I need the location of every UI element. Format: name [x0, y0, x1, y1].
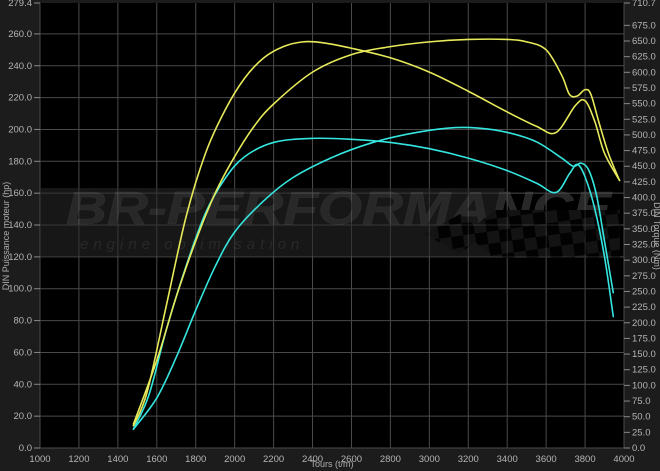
svg-text:200.0: 200.0: [8, 124, 32, 135]
svg-text:2200: 2200: [263, 454, 284, 465]
svg-text:3200: 3200: [458, 454, 479, 465]
svg-text:2000: 2000: [224, 454, 245, 465]
svg-text:175.0: 175.0: [632, 333, 656, 344]
svg-text:50.0: 50.0: [632, 412, 651, 423]
svg-text:650.0: 650.0: [632, 36, 656, 47]
svg-text:150.0: 150.0: [632, 349, 656, 360]
svg-text:250.0: 250.0: [632, 286, 656, 297]
svg-text:80.0: 80.0: [14, 316, 33, 327]
svg-text:0.0: 0.0: [19, 443, 32, 454]
svg-text:3400: 3400: [497, 454, 518, 465]
svg-text:140.0: 140.0: [8, 220, 32, 231]
svg-text:220.0: 220.0: [8, 93, 32, 104]
svg-text:40.0: 40.0: [14, 379, 33, 390]
svg-text:100.0: 100.0: [8, 284, 32, 295]
svg-text:3800: 3800: [574, 454, 595, 465]
svg-text:600.0: 600.0: [632, 67, 656, 78]
svg-text:3000: 3000: [419, 454, 440, 465]
svg-text:525.0: 525.0: [632, 114, 656, 125]
svg-text:25.0: 25.0: [632, 427, 651, 438]
svg-text:475.0: 475.0: [632, 146, 656, 157]
svg-text:4000: 4000: [613, 454, 634, 465]
svg-text:1600: 1600: [146, 454, 167, 465]
svg-text:1800: 1800: [185, 454, 206, 465]
svg-text:279.4: 279.4: [8, 0, 32, 9]
svg-text:625.0: 625.0: [632, 52, 656, 63]
svg-text:425.0: 425.0: [632, 177, 656, 188]
svg-text:120.0: 120.0: [8, 252, 32, 263]
svg-text:200.0: 200.0: [632, 318, 656, 329]
svg-text:Tours (t/m): Tours (t/m): [310, 459, 353, 469]
svg-text:1000: 1000: [29, 454, 50, 465]
svg-text:160.0: 160.0: [8, 188, 32, 199]
svg-text:2800: 2800: [380, 454, 401, 465]
svg-text:DIN Torque (Nm): DIN Torque (Nm): [652, 202, 660, 270]
svg-text:DIN Puissance moteur (hp): DIN Puissance moteur (hp): [1, 182, 11, 291]
svg-text:1200: 1200: [68, 454, 89, 465]
svg-text:225.0: 225.0: [632, 302, 656, 313]
svg-text:260.0: 260.0: [8, 29, 32, 40]
svg-text:125.0: 125.0: [632, 365, 656, 376]
svg-text:675.0: 675.0: [632, 20, 656, 31]
svg-text:450.0: 450.0: [632, 161, 656, 172]
svg-text:75.0: 75.0: [632, 396, 651, 407]
svg-text:275.0: 275.0: [632, 271, 656, 282]
svg-text:240.0: 240.0: [8, 61, 32, 72]
svg-text:20.0: 20.0: [14, 411, 33, 422]
svg-text:550.0: 550.0: [632, 99, 656, 110]
svg-text:500.0: 500.0: [632, 130, 656, 141]
svg-text:710.7: 710.7: [632, 0, 656, 9]
svg-text:180.0: 180.0: [8, 156, 32, 167]
svg-text:3600: 3600: [536, 454, 557, 465]
svg-text:60.0: 60.0: [14, 347, 33, 358]
svg-text:100.0: 100.0: [632, 380, 656, 391]
svg-text:1400: 1400: [107, 454, 128, 465]
svg-text:575.0: 575.0: [632, 83, 656, 94]
svg-text:0.0: 0.0: [632, 443, 645, 454]
